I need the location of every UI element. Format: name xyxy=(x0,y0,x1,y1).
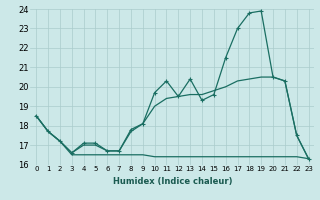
X-axis label: Humidex (Indice chaleur): Humidex (Indice chaleur) xyxy=(113,177,232,186)
